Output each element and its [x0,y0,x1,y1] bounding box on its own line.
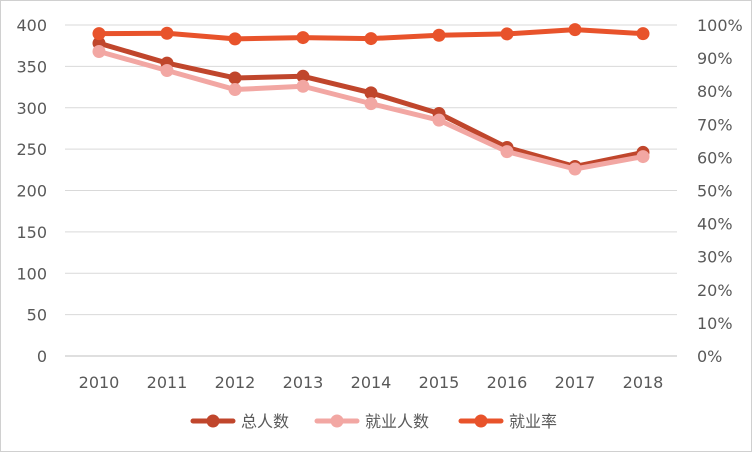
data-point [160,64,174,78]
data-point [228,83,242,97]
x-tick-label: 2013 [283,373,324,392]
legend-swatch-marker [206,414,220,428]
data-point [160,26,174,40]
left-tick-label: 200 [16,182,47,201]
x-tick-label: 2011 [147,373,188,392]
right-tick-label: 70% [697,115,733,134]
right-tick-label: 90% [697,49,733,68]
right-tick-label: 20% [697,281,733,300]
legend-item: 总人数 [190,412,289,431]
x-tick-label: 2014 [351,373,392,392]
legend-label: 就业率 [509,412,557,431]
data-point [568,23,582,37]
x-tick-label: 2015 [419,373,460,392]
data-point [636,27,650,41]
data-point [432,113,446,127]
right-tick-label: 40% [697,215,733,234]
x-tick-label: 2018 [623,373,664,392]
legend-label: 就业人数 [365,412,429,431]
data-point [296,31,310,45]
series-1 [92,44,650,176]
legend-item: 就业率 [458,412,557,431]
left-tick-label: 350 [16,57,47,76]
right-tick-label: 100% [697,16,743,35]
data-point [228,32,242,46]
legend: 总人数 就业人数 就业率 [190,412,557,431]
left-tick-label: 150 [16,223,47,242]
left-tick-label: 0 [37,347,47,366]
data-point [228,71,242,85]
series-line [96,48,646,172]
data-point [92,44,106,58]
legend-label: 总人数 [241,412,289,431]
data-point [364,97,378,111]
left-tick-label: 250 [16,140,47,159]
data-point [92,27,106,41]
data-point [500,145,514,159]
data-point [432,28,446,42]
data-point [296,69,310,83]
right-tick-label: 60% [697,148,733,167]
right-tick-label: 10% [697,314,733,333]
left-tick-label: 300 [16,99,47,118]
data-point [364,32,378,46]
legend-swatch-marker [330,414,344,428]
legend-item: 就业人数 [314,412,429,431]
right-axis-ticks: 0% 10% 20% 30% 40% 50% 60% 70% 80% 90% 100% [697,16,743,366]
right-tick-label: 30% [697,248,733,267]
series-layer [92,23,650,176]
left-tick-label: 400 [16,16,47,35]
x-tick-label: 2017 [555,373,596,392]
left-axis-ticks: 0 50 100 150 200 250 300 350 400 [16,16,47,366]
data-point [364,86,378,100]
data-point [568,162,582,176]
right-tick-label: 50% [697,182,733,201]
x-tick-label: 2016 [487,373,528,392]
data-point [296,79,310,93]
series-2 [92,23,650,46]
x-tick-label: 2012 [215,373,256,392]
right-tick-label: 0% [697,347,722,366]
legend-swatch-marker [474,414,488,428]
x-tick-label: 2010 [79,373,120,392]
data-point [636,150,650,164]
data-point [500,27,514,41]
left-tick-label: 100 [16,264,47,283]
left-tick-label: 50 [27,306,47,325]
right-tick-label: 80% [697,82,733,101]
x-axis-ticks: 2010 2011 2012 2013 2014 2015 2016 2017 2018 [79,373,664,392]
